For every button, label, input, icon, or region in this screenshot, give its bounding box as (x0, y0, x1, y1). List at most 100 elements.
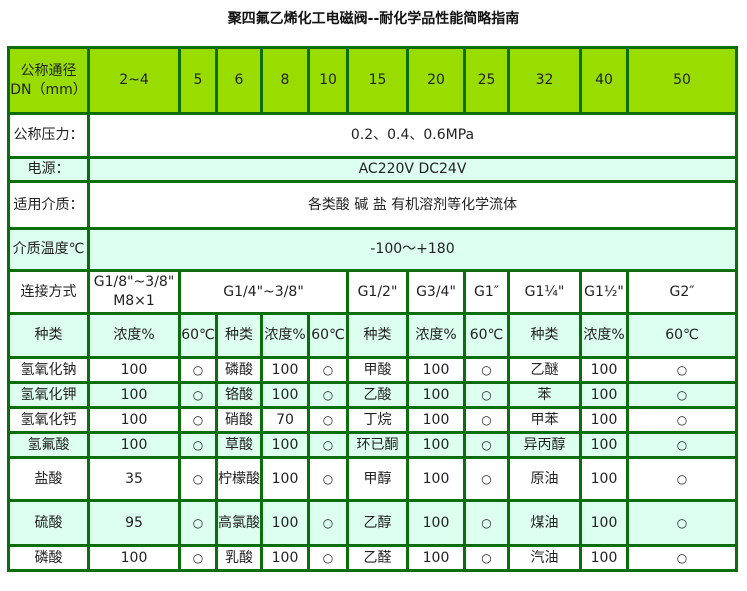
concentration: 100 (87, 356, 181, 384)
resistance-mark: ○ (626, 499, 738, 547)
resistance-mark: ○ (307, 544, 349, 572)
resistance-mark: ○ (626, 431, 738, 459)
resistance-mark: ○ (178, 499, 218, 547)
table-row: 氢氟酸 100 ○ 草酸 100 ○ 环已酮 100 ○ 异丙醇 100 ○ (7, 431, 738, 459)
medium-row: 适用介质： 各类酸 碱 盐 有机溶剂等化学流体 (7, 180, 738, 230)
connection-value: G1/2" (346, 269, 409, 315)
resistance-mark: ○ (178, 431, 218, 459)
concentration: 100 (579, 381, 629, 409)
resistance-mark: ○ (463, 499, 510, 547)
resistance-mark: ○ (178, 406, 218, 434)
chemical-name: 铬酸 (215, 381, 263, 409)
column-header: 60℃ (307, 312, 349, 359)
pressure-label: 公称压力： (7, 112, 90, 159)
chemical-resistance-table: 公称通径DN（mm） 2~4 5 6 8 10 15 20 25 32 40 50 公称压力： 0.… (7, 46, 738, 572)
concentration: 100 (260, 499, 310, 547)
dn-value: 8 (260, 46, 310, 115)
connection-value: G1/8"~3/8" M8×1 (87, 269, 181, 315)
concentration: 35 (87, 456, 181, 502)
table-row: 氢氧化钙 100 ○ 硝酸 70 ○ 丁烷 100 ○ 甲苯 100 ○ (7, 406, 738, 434)
concentration: 100 (260, 456, 310, 502)
chemical-name: 草酸 (215, 431, 263, 459)
dn-value: 15 (346, 46, 409, 115)
resistance-mark: ○ (178, 381, 218, 409)
connection-value: G1/4"~3/8" (178, 269, 349, 315)
connection-value: G1″ (463, 269, 510, 315)
chemical-name: 盐酸 (7, 456, 90, 502)
concentration: 100 (579, 544, 629, 572)
dn-value: 2~4 (87, 46, 181, 115)
concentration: 70 (260, 406, 310, 434)
column-header: 种类 (507, 312, 582, 359)
chemical-name: 原油 (507, 456, 582, 502)
chemical-name: 硫酸 (7, 499, 90, 547)
chemical-name: 异丙醇 (507, 431, 582, 459)
chemical-name: 甲醇 (346, 456, 409, 502)
concentration: 100 (406, 381, 466, 409)
chemical-name: 丁烷 (346, 406, 409, 434)
resistance-mark: ○ (307, 456, 349, 502)
concentration: 100 (579, 356, 629, 384)
chem-header-row: 种类 浓度% 60℃ 种类 浓度% 60℃ 种类 浓度% 60℃ 种类 浓度% 60℃ (7, 312, 738, 359)
resistance-mark: ○ (307, 356, 349, 384)
dn-value: 50 (626, 46, 738, 115)
table-row: 磷酸 100 ○ 乳酸 100 ○ 乙醛 100 ○ 汽油 100 ○ (7, 544, 738, 572)
column-header: 60℃ (626, 312, 738, 359)
concentration: 95 (87, 499, 181, 547)
chemical-name: 环已酮 (346, 431, 409, 459)
power-label: 电源： (7, 156, 90, 183)
concentration: 100 (260, 356, 310, 384)
concentration: 100 (87, 544, 181, 572)
concentration: 100 (579, 499, 629, 547)
chemical-name: 乙醇 (346, 499, 409, 547)
temp-row: 介质温度℃ -100～+180 (7, 227, 738, 272)
concentration: 100 (87, 431, 181, 459)
chemical-name: 氢氧化钾 (7, 381, 90, 409)
concentration: 100 (87, 381, 181, 409)
resistance-mark: ○ (626, 381, 738, 409)
chemical-name: 苯 (507, 381, 582, 409)
chemical-name: 甲酸 (346, 356, 409, 384)
resistance-mark: ○ (463, 381, 510, 409)
resistance-mark: ○ (463, 406, 510, 434)
table-row: 氢氧化钠 100 ○ 磷酸 100 ○ 甲酸 100 ○ 乙醚 100 ○ (7, 356, 738, 384)
column-header: 60℃ (178, 312, 218, 359)
connection-value: G2″ (626, 269, 738, 315)
column-header: 浓度% (87, 312, 181, 359)
resistance-mark: ○ (463, 356, 510, 384)
concentration: 100 (579, 406, 629, 434)
chemical-name: 磷酸 (7, 544, 90, 572)
concentration: 100 (579, 431, 629, 459)
concentration: 100 (406, 499, 466, 547)
concentration: 100 (406, 544, 466, 572)
chemical-name: 高氯酸 (215, 499, 263, 547)
resistance-mark: ○ (463, 431, 510, 459)
column-header: 种类 (346, 312, 409, 359)
connection-value: G3/4" (406, 269, 466, 315)
chemical-name: 硝酸 (215, 406, 263, 434)
dn-label: 公称通径DN（mm） (7, 46, 90, 115)
connection-label: 连接方式 (7, 269, 90, 315)
pressure-value: 0.2、0.4、0.6MPa (87, 112, 738, 159)
column-header: 浓度% (579, 312, 629, 359)
resistance-mark: ○ (463, 456, 510, 502)
resistance-mark: ○ (178, 544, 218, 572)
dn-value: 5 (178, 46, 218, 115)
pressure-row: 公称压力： 0.2、0.4、0.6MPa (7, 112, 738, 159)
concentration: 100 (260, 544, 310, 572)
table-row: 氢氧化钾 100 ○ 铬酸 100 ○ 乙酸 100 ○ 苯 100 ○ (7, 381, 738, 409)
resistance-mark: ○ (307, 406, 349, 434)
chemical-name: 甲苯 (507, 406, 582, 434)
chemical-name: 乳酸 (215, 544, 263, 572)
chemical-name: 汽油 (507, 544, 582, 572)
connection-value: G1½" (579, 269, 629, 315)
concentration: 100 (260, 431, 310, 459)
chemical-name: 柠檬酸 (215, 456, 263, 502)
dn-value: 10 (307, 46, 349, 115)
power-row: 电源： AC220V DC24V (7, 156, 738, 183)
concentration: 100 (260, 381, 310, 409)
medium-value: 各类酸 碱 盐 有机溶剂等化学流体 (87, 180, 738, 230)
resistance-mark: ○ (463, 544, 510, 572)
concentration: 100 (406, 431, 466, 459)
column-header: 种类 (7, 312, 90, 359)
